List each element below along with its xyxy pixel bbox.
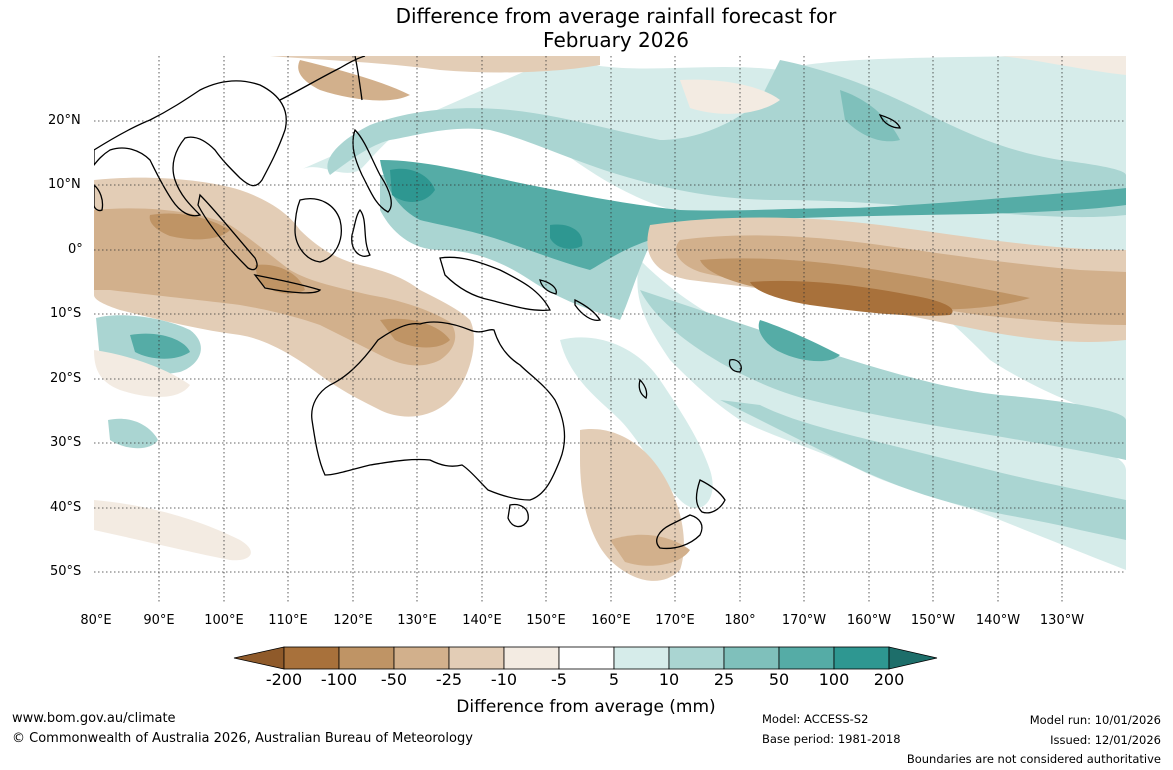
lon-label-100e: 100°E [204,613,244,628]
chart-title: Difference from average rainfall forecas… [0,4,1173,52]
boundaries-disclaimer: Boundaries are not considered authoritat… [906,752,1161,766]
colorbar-extend-high [888,646,938,670]
colorbar-swatch [613,646,670,670]
lon-label-110e: 110°E [268,613,308,628]
lat-label-10n: 10°N [48,177,81,192]
lat-label-30s: 30°S [50,435,82,450]
colorbar-label-5: 5 [608,670,620,689]
lon-label-90e: 90°E [143,613,175,628]
lon-label-120e: 120°E [333,613,373,628]
lon-label-160e: 160°E [591,613,631,628]
model-run-date: Model run: 10/01/2026 [1029,713,1161,727]
colorbar-label-10: 10 [658,670,680,689]
colorbar-swatch [668,646,725,670]
colorbar-label-neg25: -25 [435,670,463,689]
colorbar-swatch [723,646,780,670]
graticule [94,56,1126,604]
lat-label-40s: 40°S [50,500,82,515]
colorbar-label-100: 100 [818,670,850,689]
colorbar-label-neg200: -200 [265,670,303,689]
lon-label-170w: 170°W [781,613,827,628]
colorbar-label-200: 200 [873,670,905,689]
lon-label-140e: 140°E [462,613,502,628]
lat-label-equator: 0° [68,242,83,257]
lon-label-130w: 130°W [1039,613,1085,628]
base-period: Base period: 1981-2018 [762,732,901,746]
colorbar-swatch [448,646,505,670]
colorbar-label-50: 50 [768,670,790,689]
colorbar-extend-low [233,646,285,670]
lon-label-170e: 170°E [655,613,695,628]
lon-label-180: 180° [724,613,756,628]
colorbar-label-neg100: -100 [320,670,358,689]
colorbar-swatch [283,646,340,670]
colorbar-label-neg10: -10 [490,670,518,689]
colorbar-label-neg5: -5 [551,670,567,689]
colorbar-swatch [558,646,615,670]
lon-label-160w: 160°W [846,613,892,628]
lat-label-50s: 50°S [50,564,82,579]
anomaly-field [94,56,1126,604]
lat-label-10s: 10°S [50,306,82,321]
lon-label-150w: 150°W [910,613,956,628]
lon-label-140w: 140°W [975,613,1021,628]
colorbar-swatch [338,646,395,670]
colorbar-label-25: 25 [713,670,735,689]
lon-label-130e: 130°E [397,613,437,628]
rainfall-map [94,56,1126,604]
copyright-text: © Commonwealth of Australia 2026, Austra… [12,731,473,746]
title-line-1: Difference from average rainfall forecas… [395,4,837,28]
colorbar-swatch [503,646,560,670]
lat-label-20s: 20°S [50,371,82,386]
lon-label-150e: 150°E [526,613,566,628]
colorbar-swatch [833,646,890,670]
lat-label-20n: 20°N [48,113,81,128]
colorbar-title: Difference from average (mm) [456,697,716,717]
lon-label-80e: 80°E [80,613,112,628]
issued-date: Issued: 12/01/2026 [1050,733,1161,747]
colorbar-swatch [393,646,450,670]
title-line-2: February 2026 [543,28,689,52]
website-link[interactable]: www.bom.gov.au/climate [12,711,176,726]
colorbar-label-neg50: -50 [380,670,408,689]
model-name: Model: ACCESS-S2 [762,712,869,726]
colorbar-swatch [778,646,835,670]
